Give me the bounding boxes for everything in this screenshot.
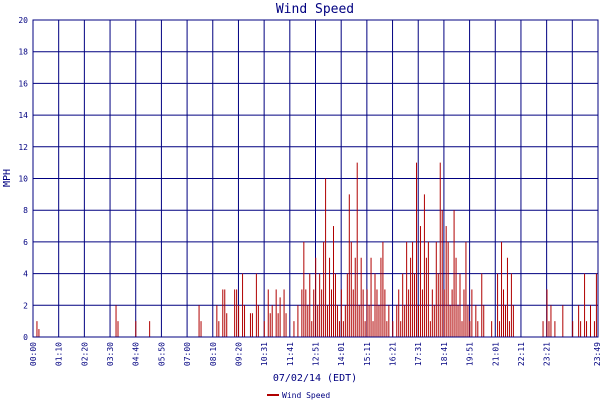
x-tick-label: 21:01 [491, 342, 500, 366]
y-tick-label: 18 [18, 48, 28, 57]
x-tick-label: 09:20 [234, 342, 243, 366]
x-tick-label: 14:01 [337, 342, 346, 366]
y-tick-label: 2 [23, 301, 28, 310]
x-tick-label: 16:21 [389, 342, 398, 366]
x-tick-label: 17:31 [414, 342, 423, 366]
axes-layer: 0 2 4 6 8 10 12 14 16 18 20 00:00 01:10 02:20 03:30 04:… [18, 16, 600, 366]
x-tick-label: 08:10 [209, 342, 218, 366]
x-tick-label: 11:41 [286, 342, 295, 366]
x-tick-label: 10:31 [260, 342, 269, 366]
y-axis-label: MPH [2, 169, 13, 187]
y-tick-label: 10 [18, 175, 28, 184]
x-tick-label: 04:40 [132, 342, 141, 366]
x-tick-label: 15:11 [363, 342, 372, 366]
y-tick-label: 6 [23, 238, 28, 247]
x-tick-label: 02:20 [80, 342, 89, 366]
x-tick-label: 18:41 [440, 342, 449, 366]
legend-label: Wind Speed [282, 391, 330, 400]
y-tick-label: 12 [18, 143, 28, 152]
x-tick-label: 23:49 [593, 342, 600, 366]
y-tick-label: 20 [18, 16, 28, 25]
chart-title: Wind Speed [276, 2, 354, 17]
x-tick-label: 12:51 [312, 342, 321, 366]
y-tick-label: 8 [23, 206, 28, 215]
series-wind-speed [32, 162, 599, 337]
y-tick-label: 4 [23, 270, 28, 279]
y-tick-label: 0 [23, 333, 28, 342]
x-axis-label: 07/02/14 (EDT) [273, 373, 357, 384]
x-tick-label: 01:10 [55, 342, 64, 366]
x-tick-label: 05:50 [157, 342, 166, 366]
x-tick-label: 22:11 [517, 342, 526, 366]
x-tick-label: 23:21 [543, 342, 552, 366]
y-tick-label: 14 [18, 111, 28, 120]
legend: Wind Speed [267, 391, 330, 400]
x-tick-label: 19:51 [466, 342, 475, 366]
plot-frame [32, 19, 599, 338]
x-tick-label: 03:30 [106, 342, 115, 366]
x-tick-label: 00:00 [29, 342, 38, 366]
x-tick-label: 07:00 [183, 342, 192, 366]
y-tick-label: 16 [18, 79, 28, 88]
